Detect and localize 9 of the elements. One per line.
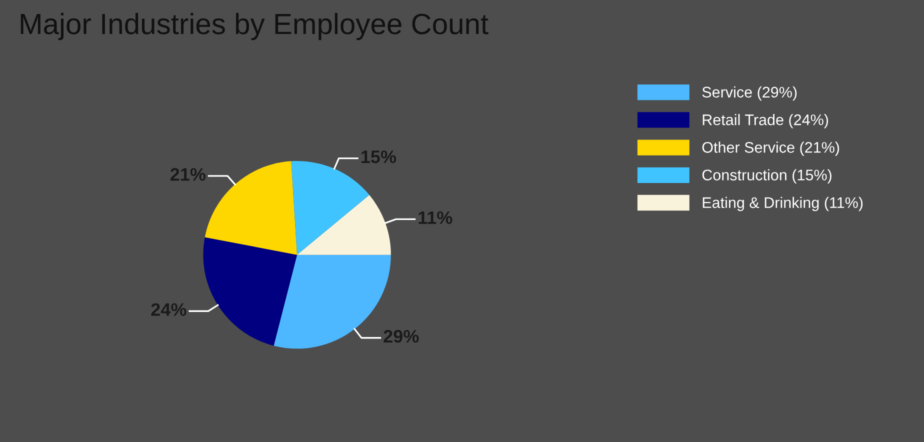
- pie-slice: [203, 237, 298, 346]
- legend-label: Eating & Drinking (11%): [702, 196, 863, 212]
- legend-label: Service (29%): [702, 86, 797, 101]
- legend-label: Other Service (21%): [702, 142, 840, 156]
- pie-slice: [297, 194, 391, 255]
- chart-title: Major Industries by Employee Count: [20, 12, 488, 40]
- legend-label: Construction (15%): [702, 169, 832, 184]
- legend-label: Retail Trade (24%): [702, 114, 828, 128]
- pie-slice: [204, 161, 298, 255]
